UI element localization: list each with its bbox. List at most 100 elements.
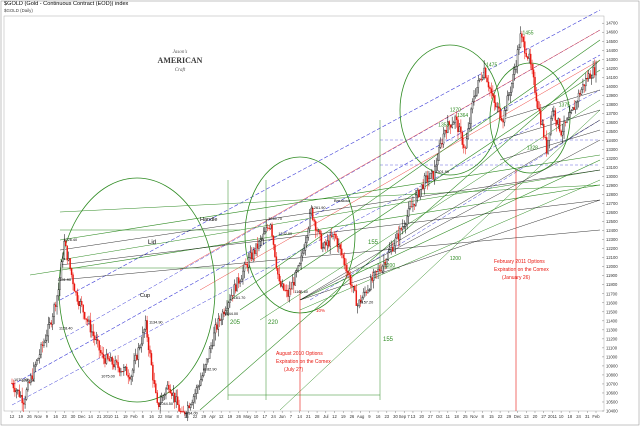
price-label: 1226.40 [63, 238, 77, 242]
candle-body [66, 245, 68, 261]
candle-body [53, 304, 55, 317]
price-label: 1249.70 [268, 217, 282, 221]
x-tick-label: Apr [209, 414, 216, 419]
candle-body [92, 331, 95, 336]
candle-body [152, 364, 154, 381]
candle-body [515, 66, 517, 70]
x-tick-label: 10 [254, 414, 259, 419]
candle-body [538, 108, 541, 111]
candle-body [532, 69, 535, 78]
x-tick-label: Sep 7 [399, 414, 411, 419]
candle-body [489, 86, 491, 89]
candle-body [529, 53, 532, 65]
candle-body [573, 107, 575, 110]
annotation-aug-expiration-l2: Expiration on the Comex [276, 359, 331, 365]
price-label: 1157.20 [360, 300, 373, 304]
x-tick-label: Oct [436, 414, 443, 419]
x-tick-label: 15 [489, 414, 494, 419]
candle-body [34, 364, 36, 367]
candle-body [436, 159, 439, 166]
candle-body [234, 284, 237, 292]
channel-line [309, 119, 601, 301]
x-tick-label: 23 [62, 414, 67, 419]
candle-body [448, 121, 450, 126]
candle-body [265, 227, 267, 232]
price-label: 1134.90 [149, 320, 162, 324]
candle-body [137, 347, 140, 360]
candle-body [467, 128, 469, 139]
candle-body [479, 78, 481, 81]
candle-body [383, 261, 385, 267]
channel-line [11, 54, 601, 386]
candle-body [18, 389, 20, 397]
candle-body [81, 301, 83, 306]
x-tick-label: Dec [514, 414, 521, 419]
candle-body [342, 254, 344, 259]
candle-body [473, 96, 475, 102]
candle-body [375, 271, 378, 273]
candle-body [149, 349, 151, 354]
x-tick-label: 9 [46, 414, 49, 419]
candle-body [216, 324, 218, 330]
candle-body [364, 291, 366, 293]
candle-body [275, 256, 278, 269]
candle-body [480, 78, 482, 80]
candle-body [153, 380, 156, 384]
candle-body [460, 126, 462, 133]
candle-body [245, 263, 247, 265]
y-tick-label: 11300 [606, 327, 618, 332]
candle-body [444, 130, 446, 135]
candle-body [418, 189, 420, 198]
candle-body [259, 239, 262, 242]
candle-body [354, 285, 356, 291]
candle-body [585, 78, 587, 87]
y-tick-label: 13900 [606, 93, 618, 98]
candle-body [249, 252, 251, 258]
price-label: 1044.50 [159, 402, 173, 406]
candles-layer [11, 26, 597, 422]
candle-body [476, 87, 478, 96]
candle-body [420, 184, 423, 190]
candle-body [386, 259, 388, 265]
candle-body [582, 84, 584, 90]
x-tick-label: 13 [524, 414, 529, 419]
watermark-line2: AMERICAN [158, 56, 203, 65]
chart-title: $GOLD (Gold - Continuous Contract (EOD))… [4, 1, 129, 7]
y-tick-label: 14700 [606, 21, 618, 26]
candle-body [287, 290, 289, 297]
y-tick-label: 12200 [606, 246, 618, 251]
candle-body [330, 235, 333, 237]
candle-body [203, 369, 205, 376]
candle-body [51, 316, 54, 325]
channel-line [199, 59, 601, 291]
price-label: 1082.90 [203, 367, 217, 371]
candle-body [457, 119, 459, 133]
candle-body [545, 137, 548, 154]
price-label: 1161.70 [232, 296, 245, 300]
candle-body [551, 111, 554, 119]
candle-body [463, 144, 465, 148]
candle-body [556, 120, 558, 125]
candle-body [105, 354, 108, 364]
y-tick-label: 14000 [606, 84, 618, 89]
candle-body [72, 274, 74, 285]
candle-body [200, 379, 202, 386]
candle-body [422, 184, 424, 189]
price-label: 1270 [450, 107, 461, 113]
candle-body [291, 282, 294, 290]
candle-body [496, 106, 498, 108]
candle-body [22, 402, 25, 405]
candle-body [435, 164, 437, 167]
y-tick-label: 13000 [606, 174, 618, 179]
candle-body [293, 282, 295, 286]
candle-body [43, 341, 45, 346]
price-label: 1232.90 [278, 232, 292, 236]
candle-body [300, 255, 302, 264]
candle-body [522, 37, 525, 42]
y-tick-label: 11400 [606, 318, 618, 323]
candle-body [426, 175, 429, 182]
fan-line [499, 109, 601, 141]
candle-body [391, 247, 394, 252]
plot-area [3, 15, 605, 412]
annotation-feb-expiration-l2: Expiration on the Comex [494, 267, 549, 273]
